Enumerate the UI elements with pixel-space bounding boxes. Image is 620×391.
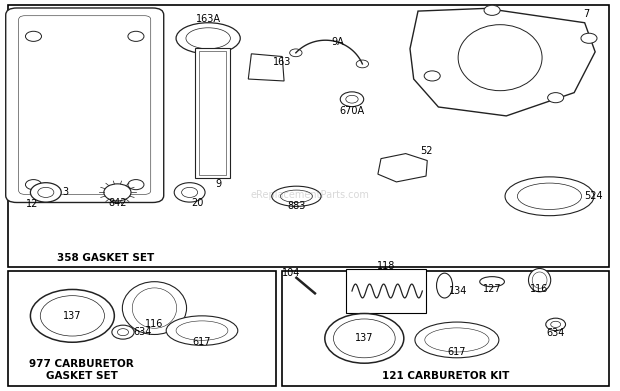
Text: 634: 634: [133, 327, 151, 337]
Text: 358 GASKET SET: 358 GASKET SET: [57, 253, 154, 264]
Text: 137: 137: [63, 311, 82, 321]
FancyBboxPatch shape: [19, 16, 151, 194]
Circle shape: [128, 179, 144, 190]
Circle shape: [290, 49, 302, 57]
Bar: [282, 271, 609, 386]
Ellipse shape: [425, 328, 489, 352]
Circle shape: [128, 31, 144, 41]
Circle shape: [40, 296, 104, 336]
Ellipse shape: [280, 190, 312, 203]
Ellipse shape: [132, 288, 177, 328]
Text: 617: 617: [193, 337, 211, 347]
Ellipse shape: [528, 269, 551, 292]
Circle shape: [551, 321, 560, 328]
Text: 104: 104: [282, 268, 301, 278]
Circle shape: [104, 184, 131, 201]
Circle shape: [38, 187, 54, 197]
Circle shape: [581, 33, 597, 43]
Text: 3: 3: [63, 187, 69, 197]
Circle shape: [182, 187, 198, 197]
Ellipse shape: [517, 183, 582, 210]
Text: 7: 7: [583, 9, 590, 19]
Ellipse shape: [186, 28, 231, 49]
Circle shape: [546, 318, 565, 331]
Text: 121 CARBURETOR KIT: 121 CARBURETOR KIT: [382, 371, 510, 381]
Ellipse shape: [176, 23, 241, 54]
Circle shape: [424, 71, 440, 81]
Text: 883: 883: [287, 201, 306, 212]
Text: 52: 52: [420, 146, 432, 156]
Bar: [199, 51, 226, 175]
Text: 116: 116: [145, 319, 164, 328]
FancyBboxPatch shape: [6, 8, 164, 203]
Circle shape: [325, 314, 404, 363]
Ellipse shape: [272, 186, 321, 206]
Circle shape: [30, 289, 114, 342]
Ellipse shape: [480, 277, 505, 287]
Bar: [7, 271, 276, 386]
Text: 127: 127: [483, 284, 502, 294]
Text: 670A: 670A: [339, 106, 365, 116]
Text: eReplacementParts.com: eReplacementParts.com: [250, 190, 370, 201]
Ellipse shape: [122, 282, 187, 334]
Text: 634: 634: [546, 328, 565, 338]
Text: 163A: 163A: [196, 14, 221, 24]
Text: 617: 617: [448, 346, 466, 357]
Circle shape: [346, 95, 358, 103]
Circle shape: [25, 179, 42, 190]
Circle shape: [334, 319, 395, 358]
Text: 137: 137: [355, 334, 374, 343]
Text: 12: 12: [26, 199, 38, 209]
Text: 9: 9: [216, 179, 222, 189]
Text: 524: 524: [585, 191, 603, 201]
Text: 118: 118: [377, 261, 395, 271]
Bar: [346, 269, 426, 313]
Ellipse shape: [415, 322, 499, 358]
Ellipse shape: [176, 321, 228, 340]
Text: 134: 134: [449, 285, 467, 296]
Circle shape: [340, 92, 364, 107]
Text: 116: 116: [531, 284, 549, 294]
Text: 977 CARBURETOR
GASKET SET: 977 CARBURETOR GASKET SET: [29, 359, 134, 381]
Bar: [7, 5, 609, 267]
Ellipse shape: [505, 177, 594, 216]
Circle shape: [112, 325, 134, 339]
Bar: [195, 48, 231, 178]
Ellipse shape: [532, 272, 547, 288]
Circle shape: [25, 31, 42, 41]
Circle shape: [547, 93, 564, 103]
Ellipse shape: [166, 316, 238, 345]
Text: 20: 20: [192, 198, 204, 208]
Ellipse shape: [436, 273, 453, 298]
Text: 9A: 9A: [332, 37, 344, 47]
Ellipse shape: [458, 25, 542, 91]
Circle shape: [356, 60, 368, 68]
Circle shape: [174, 183, 205, 202]
Text: 842: 842: [108, 198, 126, 208]
Circle shape: [484, 5, 500, 15]
Text: 163: 163: [273, 57, 291, 66]
Circle shape: [117, 329, 128, 335]
Circle shape: [30, 183, 61, 202]
